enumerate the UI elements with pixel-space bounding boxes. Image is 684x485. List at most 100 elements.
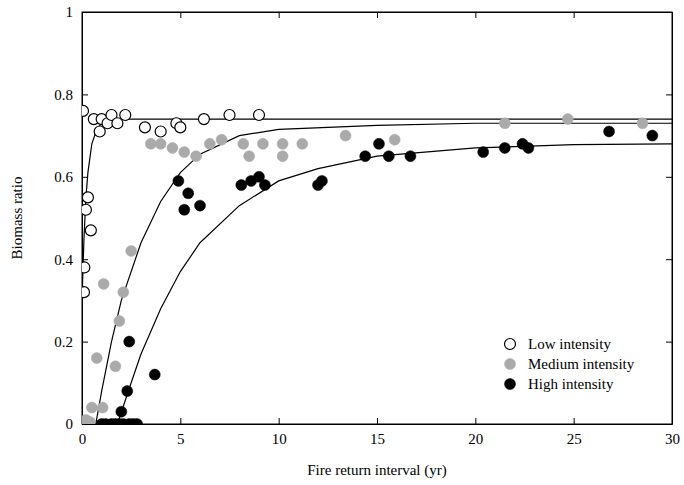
tick-mark [666, 177, 672, 178]
y-axis: 00.20.40.60.81 [54, 4, 88, 432]
tick-mark [666, 424, 672, 425]
point [277, 138, 288, 149]
tick-label: 0.4 [54, 252, 73, 268]
point [122, 386, 133, 397]
tick-label: 5 [177, 431, 185, 447]
point [238, 138, 249, 149]
point [132, 419, 143, 425]
point [183, 188, 194, 199]
tick-mark [82, 424, 88, 425]
point [116, 406, 127, 417]
frame [82, 12, 672, 424]
point [204, 138, 215, 149]
tick-mark [180, 12, 181, 18]
tick: 10 [272, 418, 287, 447]
tick-mark [279, 12, 280, 18]
tick [279, 12, 280, 18]
point [224, 110, 235, 121]
point [316, 175, 327, 186]
point [155, 138, 166, 149]
point [195, 200, 206, 211]
legend-marker [505, 359, 516, 370]
fit-curve [82, 119, 672, 300]
tick: 0.2 [54, 334, 88, 350]
point [383, 151, 394, 162]
point [340, 130, 351, 141]
tick: 5 [177, 418, 185, 447]
point [244, 151, 255, 162]
tick [475, 12, 476, 18]
tick-mark [377, 418, 378, 424]
point [254, 110, 265, 121]
plot: 05101520253000.20.40.60.81Low intensityM… [54, 4, 680, 446]
x-axis-title: Fire return interval (yr) [307, 462, 447, 479]
point [562, 114, 573, 125]
legend-item: Medium intensity [505, 356, 635, 372]
tick: 0.8 [54, 87, 88, 103]
tick-mark [279, 418, 280, 424]
tick [666, 342, 672, 343]
tick: 25 [567, 418, 582, 447]
tick [180, 12, 181, 18]
point [149, 369, 160, 380]
point [139, 122, 150, 133]
point [216, 134, 227, 145]
tick-label: 0.2 [54, 334, 73, 350]
tick [666, 424, 672, 425]
point [97, 402, 108, 413]
x-axis-top [83, 12, 673, 18]
point [523, 142, 534, 153]
series-points [96, 126, 658, 424]
point [173, 175, 184, 186]
legend: Low intensity Medium intensity High intens… [505, 336, 635, 392]
point [120, 110, 131, 121]
tick: 15 [370, 418, 385, 447]
point [257, 138, 268, 149]
tick-mark [574, 12, 575, 18]
point [82, 287, 89, 298]
point [145, 138, 156, 149]
tick [377, 12, 378, 18]
y-axis-right [666, 13, 673, 425]
point [389, 134, 400, 145]
point [84, 416, 95, 424]
point [126, 245, 137, 256]
axis-line [83, 424, 673, 425]
point [86, 402, 97, 413]
point [259, 180, 270, 191]
legend-marker [505, 379, 516, 390]
tick-label: 0 [66, 416, 74, 432]
tick-label: 25 [567, 431, 582, 447]
legend-item: Low intensity [505, 336, 612, 352]
tick-mark [82, 342, 88, 343]
point [82, 192, 93, 203]
series-points [82, 114, 648, 424]
chart: 05101520253000.20.40.60.81Low intensityM… [0, 0, 684, 485]
tick-mark [666, 12, 672, 13]
tick-mark [82, 12, 88, 13]
point [179, 147, 190, 158]
point [647, 130, 658, 141]
legend-label: High intensity [528, 376, 614, 392]
tick-label: 10 [272, 431, 287, 447]
point [155, 126, 166, 137]
point [110, 361, 121, 372]
tick [666, 259, 672, 260]
tick [574, 12, 575, 18]
point [85, 225, 96, 236]
point [124, 336, 135, 347]
point [604, 126, 615, 137]
tick-label: 30 [665, 431, 680, 447]
tick-mark [377, 12, 378, 18]
point [175, 122, 186, 133]
point [191, 151, 202, 162]
point [198, 114, 209, 125]
point [98, 278, 109, 289]
point [167, 142, 178, 153]
y-axis-title: Biomass ratio [9, 177, 25, 260]
fit-curve [117, 144, 672, 424]
axis-line [82, 13, 83, 425]
tick: 1 [66, 4, 89, 20]
point [405, 151, 416, 162]
point [360, 151, 371, 162]
